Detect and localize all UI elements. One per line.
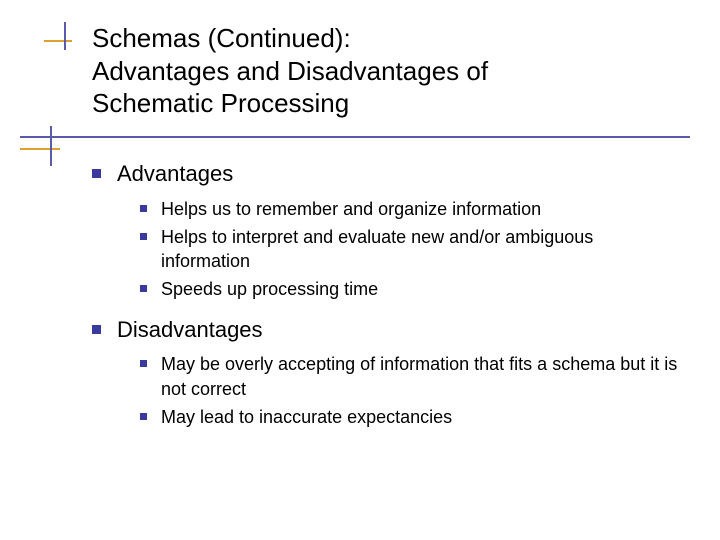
- bullet-text: Speeds up processing time: [161, 277, 378, 301]
- title-underline: [20, 136, 690, 138]
- title-line: Schemas (Continued):: [92, 23, 351, 53]
- slide-body: Advantages Helps us to remember and orga…: [92, 160, 682, 443]
- title-line: Schematic Processing: [92, 88, 349, 118]
- square-bullet-icon: [140, 205, 147, 212]
- section-heading: Advantages: [117, 160, 233, 189]
- section-heading: Disadvantages: [117, 316, 263, 345]
- corner-accent: [50, 126, 52, 166]
- title-line: Advantages and Disadvantages of: [92, 56, 488, 86]
- bullet-text: Helps to interpret and evaluate new and/…: [161, 225, 682, 274]
- square-bullet-icon: [92, 325, 101, 334]
- list-item: Helps to interpret and evaluate new and/…: [140, 225, 682, 274]
- slide: Schemas (Continued): Advantages and Disa…: [0, 0, 720, 540]
- list-item: Helps us to remember and organize inform…: [140, 197, 682, 221]
- bullet-text: May lead to inaccurate expectancies: [161, 405, 452, 429]
- list-item: May lead to inaccurate expectancies: [140, 405, 682, 429]
- square-bullet-icon: [140, 233, 147, 240]
- square-bullet-icon: [140, 285, 147, 292]
- square-bullet-icon: [92, 169, 101, 178]
- corner-accent: [64, 22, 66, 50]
- list-item: May be overly accepting of information t…: [140, 352, 682, 401]
- bullet-text: May be overly accepting of information t…: [161, 352, 682, 401]
- list-item: Disadvantages May be overly accepting of…: [92, 316, 682, 429]
- square-bullet-icon: [140, 360, 147, 367]
- list-item: Speeds up processing time: [140, 277, 682, 301]
- corner-accent: [20, 148, 60, 150]
- bullet-text: Helps us to remember and organize inform…: [161, 197, 541, 221]
- square-bullet-icon: [140, 413, 147, 420]
- slide-title: Schemas (Continued): Advantages and Disa…: [92, 22, 652, 120]
- corner-accent: [44, 40, 72, 42]
- list-item: Advantages Helps us to remember and orga…: [92, 160, 682, 302]
